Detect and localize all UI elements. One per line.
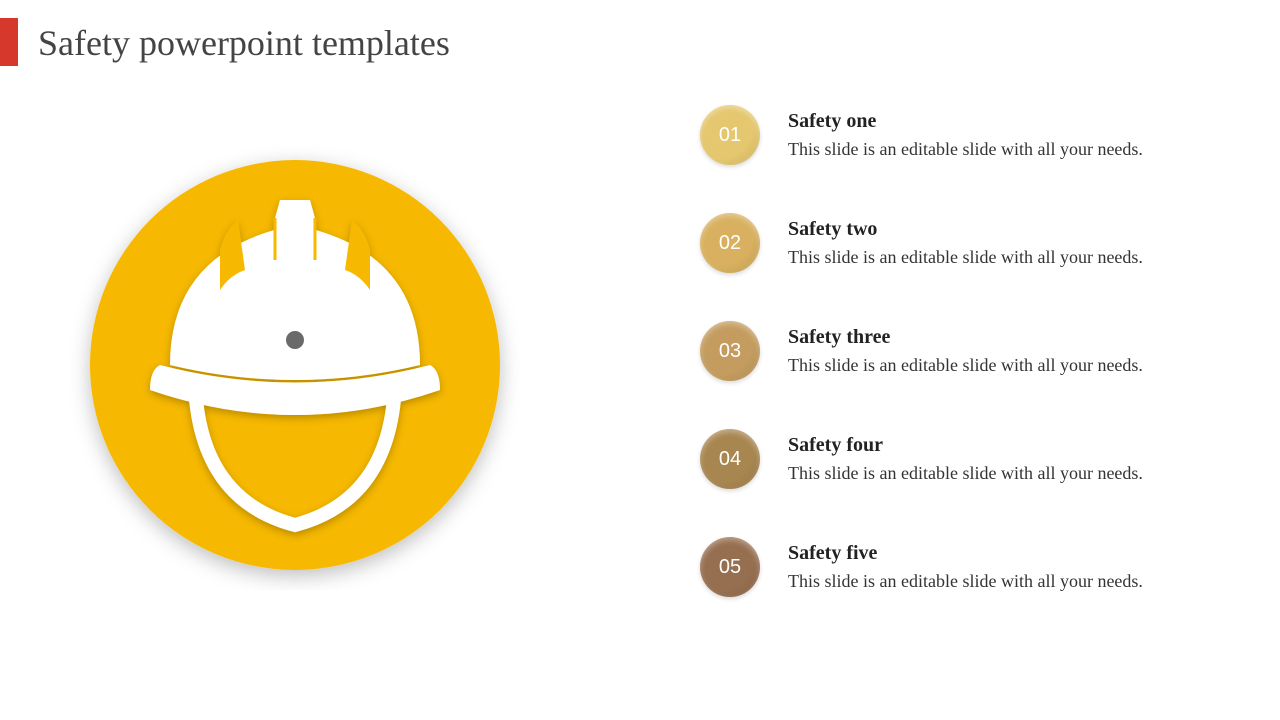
list-item-desc: This slide is an editable slide with all… (788, 355, 1143, 376)
list-item: 04 Safety four This slide is an editable… (700, 429, 1260, 489)
slide-title: Safety powerpoint templates (38, 22, 450, 64)
number-badge: 05 (700, 537, 760, 597)
list-item: 05 Safety five This slide is an editable… (700, 537, 1260, 597)
list-item-title: Safety one (788, 110, 1143, 133)
list-item-text: Safety three This slide is an editable s… (788, 326, 1143, 376)
number-badge: 01 (700, 105, 760, 165)
hardhat-icon (70, 140, 520, 590)
list-item: 03 Safety three This slide is an editabl… (700, 321, 1260, 381)
list-item-title: Safety two (788, 218, 1143, 241)
number-badge: 02 (700, 213, 760, 273)
list-item-text: Safety one This slide is an editable sli… (788, 110, 1143, 160)
list-item-desc: This slide is an editable slide with all… (788, 571, 1143, 592)
safety-list: 01 Safety one This slide is an editable … (700, 105, 1260, 597)
list-item-desc: This slide is an editable slide with all… (788, 139, 1143, 160)
list-item-title: Safety three (788, 326, 1143, 349)
list-item-text: Safety two This slide is an editable sli… (788, 218, 1143, 268)
list-item-text: Safety five This slide is an editable sl… (788, 542, 1143, 592)
list-item-title: Safety four (788, 434, 1143, 457)
title-accent-bar (0, 18, 18, 66)
list-item: 01 Safety one This slide is an editable … (700, 105, 1260, 165)
list-item-desc: This slide is an editable slide with all… (788, 463, 1143, 484)
list-item-title: Safety five (788, 542, 1143, 565)
list-item: 02 Safety two This slide is an editable … (700, 213, 1260, 273)
list-item-desc: This slide is an editable slide with all… (788, 247, 1143, 268)
number-badge: 04 (700, 429, 760, 489)
list-item-text: Safety four This slide is an editable sl… (788, 434, 1143, 484)
number-badge: 03 (700, 321, 760, 381)
